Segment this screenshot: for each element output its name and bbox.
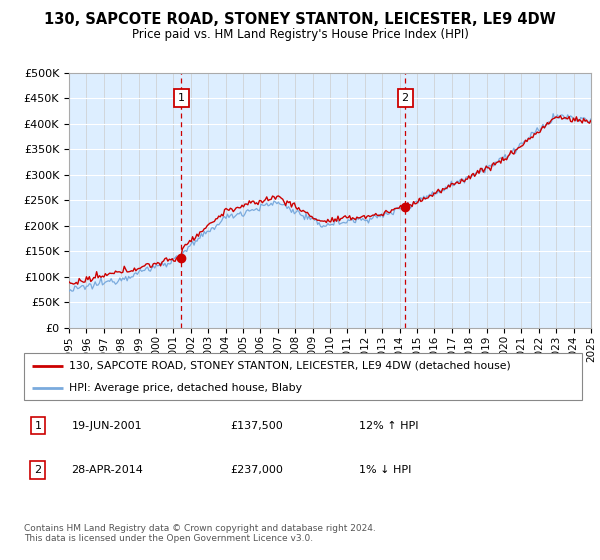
Text: £137,500: £137,500 xyxy=(230,421,283,431)
Text: 2: 2 xyxy=(34,465,41,475)
Text: Contains HM Land Registry data © Crown copyright and database right 2024.
This d: Contains HM Land Registry data © Crown c… xyxy=(24,524,376,543)
Text: 1% ↓ HPI: 1% ↓ HPI xyxy=(359,465,411,475)
FancyBboxPatch shape xyxy=(24,353,582,400)
Text: 28-APR-2014: 28-APR-2014 xyxy=(71,465,143,475)
Text: 2: 2 xyxy=(401,94,409,103)
Text: 130, SAPCOTE ROAD, STONEY STANTON, LEICESTER, LE9 4DW (detached house): 130, SAPCOTE ROAD, STONEY STANTON, LEICE… xyxy=(68,361,511,371)
Text: 12% ↑ HPI: 12% ↑ HPI xyxy=(359,421,418,431)
Text: HPI: Average price, detached house, Blaby: HPI: Average price, detached house, Blab… xyxy=(68,382,302,393)
Text: 1: 1 xyxy=(34,421,41,431)
Text: 19-JUN-2001: 19-JUN-2001 xyxy=(71,421,142,431)
Text: 1: 1 xyxy=(178,94,185,103)
Text: Price paid vs. HM Land Registry's House Price Index (HPI): Price paid vs. HM Land Registry's House … xyxy=(131,28,469,41)
Text: 130, SAPCOTE ROAD, STONEY STANTON, LEICESTER, LE9 4DW: 130, SAPCOTE ROAD, STONEY STANTON, LEICE… xyxy=(44,12,556,27)
Text: £237,000: £237,000 xyxy=(230,465,283,475)
